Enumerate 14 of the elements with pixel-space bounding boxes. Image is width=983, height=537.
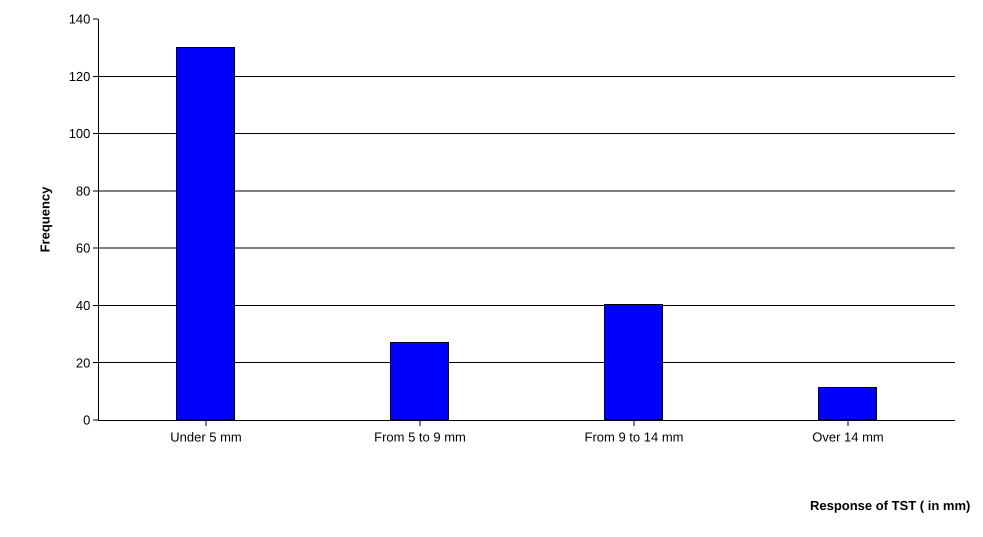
x-tick-label: Over 14 mm (812, 430, 884, 445)
y-tick-label: 120 (68, 68, 90, 84)
y-axis-title: Frequency (38, 186, 53, 252)
x-tick-label: From 5 to 9 mm (374, 430, 466, 445)
y-tick-label: 0 (83, 412, 90, 428)
x-tick-label: Under 5 mm (170, 430, 242, 445)
y-tick-label: 60 (76, 240, 90, 256)
y-tick-label: 140 (68, 12, 90, 27)
x-axis-title: Response of TST ( in mm) (810, 498, 970, 513)
y-tick-label: 80 (76, 183, 90, 198)
y-tick-label: 100 (68, 126, 90, 142)
y-tick-label: 20 (76, 355, 90, 370)
x-tick-label: From 9 to 14 mm (584, 430, 684, 445)
y-tick-label: 40 (76, 298, 90, 313)
